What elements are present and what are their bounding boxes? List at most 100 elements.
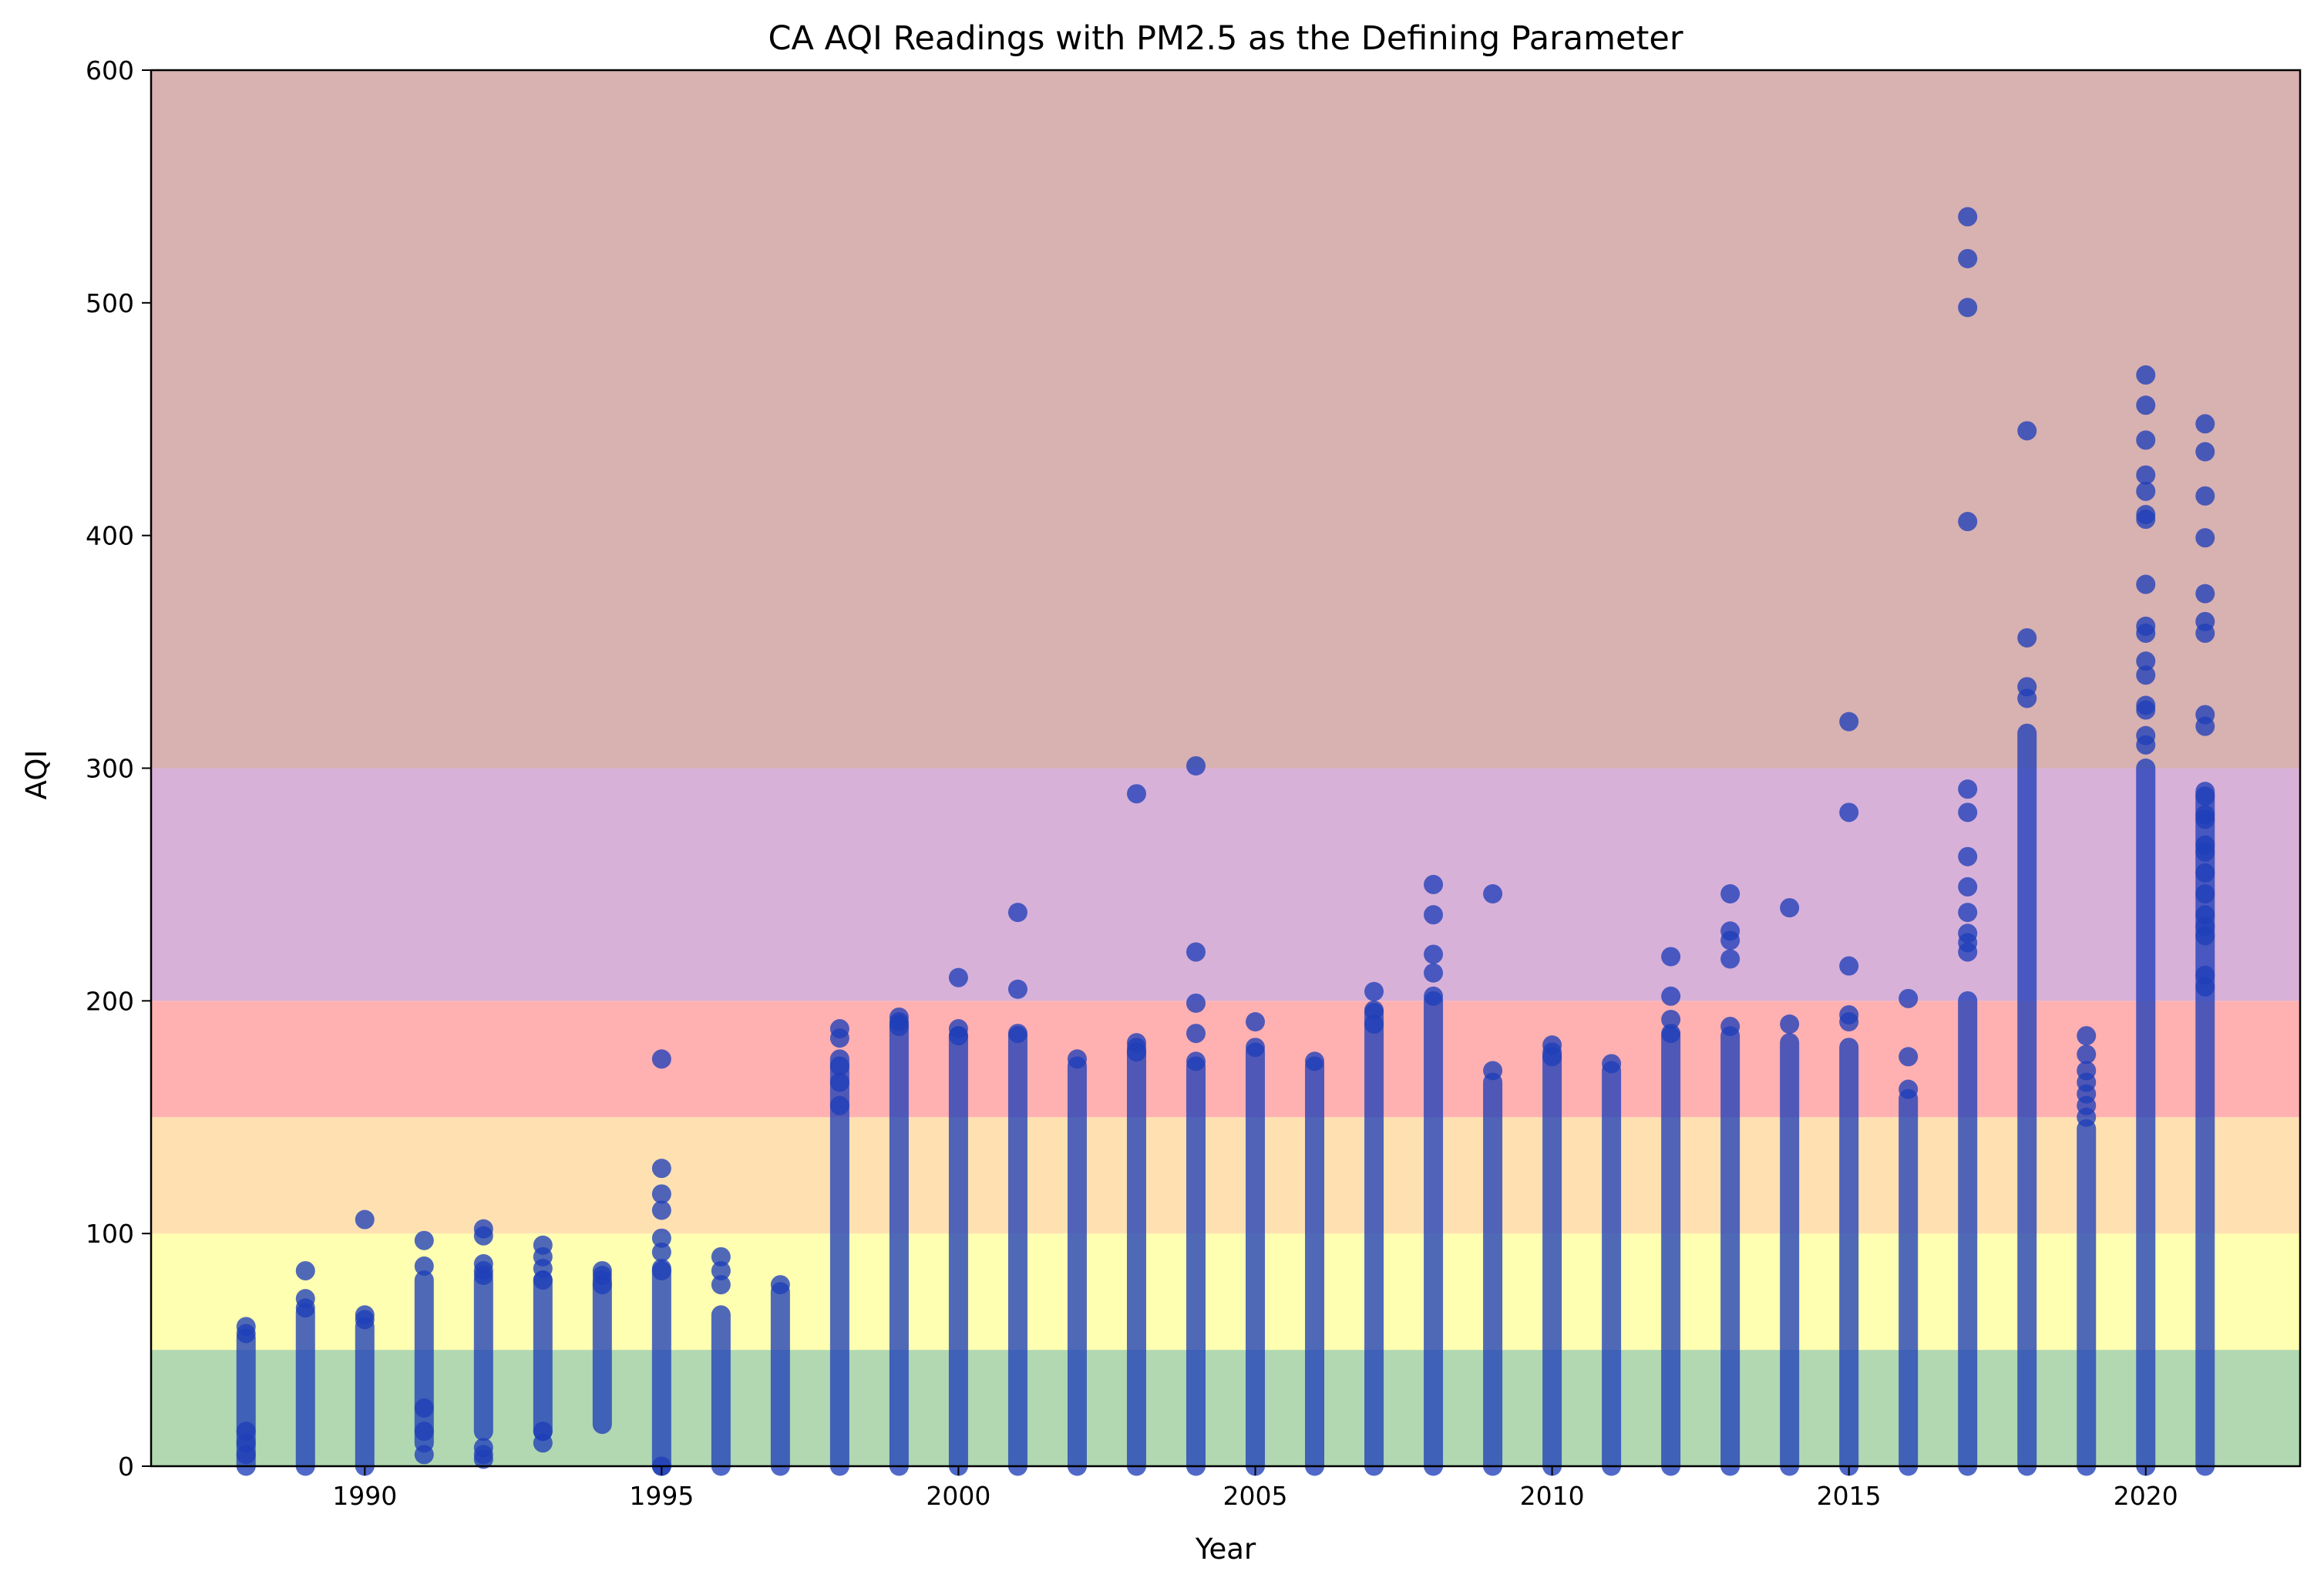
point-1993-column [533,1270,553,1442]
point-2020-reading-9 [2136,623,2156,643]
point-1988-reading-1 [236,1324,256,1344]
point-2017-reading-0 [1958,207,1978,227]
point-2017-reading-1 [1958,248,1978,268]
point-2013-column [1720,1026,1740,1476]
point-2020-reading-10 [2136,651,2156,671]
point-2004-reading-2 [1186,993,1206,1013]
point-2013-reading-2 [1720,930,1740,950]
y-tick-label-0: 0 [118,1452,134,1482]
point-2017-reading-7 [1958,876,1978,897]
point-2009-column [1483,1072,1503,1476]
point-1989-reading-0 [295,1260,315,1280]
point-2007-reading-0 [1364,981,1384,1001]
point-1991-reading-3 [414,1421,434,1442]
point-2021-column [2195,782,2215,1476]
point-2021-reading-2 [2195,486,2215,506]
point-1996-reading-1 [711,1260,731,1280]
point-2021-reading-9 [2195,786,2215,806]
point-2014-reading-0 [1780,898,1800,918]
point-2015-reading-2 [1839,956,1859,976]
point-2009-reading-1 [1483,1061,1503,1081]
point-2005-reading-1 [1246,1038,1266,1058]
point-2014-reading-1 [1780,1014,1800,1035]
point-1990-column [355,1317,375,1476]
point-2008-reading-3 [1424,963,1444,983]
point-2020-reading-2 [2136,430,2156,450]
point-2020-reading-1 [2136,395,2156,416]
point-2018-column [2017,723,2037,1476]
y-axis-label: AQI [20,750,53,800]
point-2021-reading-4 [2195,584,2215,604]
point-2020-reading-13 [2136,700,2156,720]
x-tick-label-2000: 2000 [926,1481,990,1511]
point-2016-reading-1 [1899,1047,1919,1067]
point-1991-reading-2 [414,1445,434,1465]
point-2006-reading-0 [1305,1051,1325,1072]
point-2021-reading-13 [2195,842,2215,862]
point-2021-reading-18 [2195,926,2215,946]
point-2017-reading-5 [1958,802,1978,823]
point-2021-reading-1 [2195,442,2215,462]
point-1992-reading-7 [473,1449,493,1469]
point-2017-reading-8 [1958,903,1978,923]
point-2012-reading-3 [1661,1024,1681,1044]
point-2010-reading-1 [1542,1047,1562,1067]
point-2019-reading-0 [2077,1026,2097,1046]
point-2017-reading-2 [1958,298,1978,318]
point-1993-reading-3 [533,1270,553,1290]
point-1992-reading-4 [473,1265,493,1285]
aqi-band-4 [151,768,2300,1001]
point-2004-reading-1 [1186,942,1206,962]
point-2012-reading-1 [1661,986,1681,1006]
point-2000-reading-0 [948,967,968,987]
point-2020-column [2136,759,2156,1476]
aqi-band-1 [151,1233,2300,1351]
point-1996-reading-2 [711,1275,731,1295]
point-1998-column [829,1049,849,1476]
x-tick-label-2010: 2010 [1520,1481,1585,1511]
point-2004-reading-3 [1186,1024,1206,1044]
point-1997-column [770,1282,790,1476]
y-tick-label-400: 400 [86,521,134,551]
point-1994-reading-2 [592,1275,612,1295]
point-2021-reading-0 [2195,414,2215,434]
point-2018-reading-0 [2017,421,2037,441]
point-2020-reading-0 [2136,365,2156,385]
aqi-band-5 [151,70,2300,769]
point-2020-reading-6 [2136,510,2156,530]
point-2021-reading-11 [2195,809,2215,829]
point-2015-reading-4 [1839,1011,1859,1031]
point-2002-reading-0 [1067,1049,1087,1069]
aqi-band-2 [151,1117,2300,1234]
point-2008-reading-2 [1424,944,1444,964]
point-2019-reading-6 [2077,1107,2097,1127]
point-2016-column [1899,1088,1919,1476]
point-2013-reading-3 [1720,949,1740,969]
point-2007-reading-2 [1364,1014,1384,1035]
x-tick-label-2015: 2015 [1817,1481,1882,1511]
y-axis-ticks: 0 100 200 300 400 500 600 [86,56,151,1482]
point-2021-reading-8 [2195,716,2215,736]
point-1995-reading-2 [651,1184,671,1204]
point-2017-reading-4 [1958,779,1978,799]
point-2017-column [1958,991,1978,1476]
point-2019-column [2077,1119,2097,1476]
point-1991-reading-4 [414,1398,434,1418]
point-1990-reading-0 [355,1210,375,1230]
x-tick-label-1995: 1995 [629,1481,694,1511]
x-axis-ticks: 1990 1995 2000 2005 2010 2015 2020 [332,1466,2178,1511]
point-1995-reading-6 [651,1260,671,1280]
point-2000-reading-2 [948,1026,968,1046]
x-tick-label-2020: 2020 [2114,1481,2178,1511]
point-2000-column [948,1026,968,1476]
point-2019-reading-1 [2077,1045,2097,1065]
point-2015-reading-1 [1839,802,1859,823]
y-tick-label-100: 100 [86,1219,134,1249]
aqi-band-3 [151,1001,2300,1118]
x-axis-label: Year [1195,1532,1256,1566]
point-2009-reading-0 [1483,883,1503,903]
point-2003-column [1126,1038,1146,1476]
point-1990-reading-2 [355,1310,375,1330]
point-2017-reading-11 [1958,942,1978,962]
